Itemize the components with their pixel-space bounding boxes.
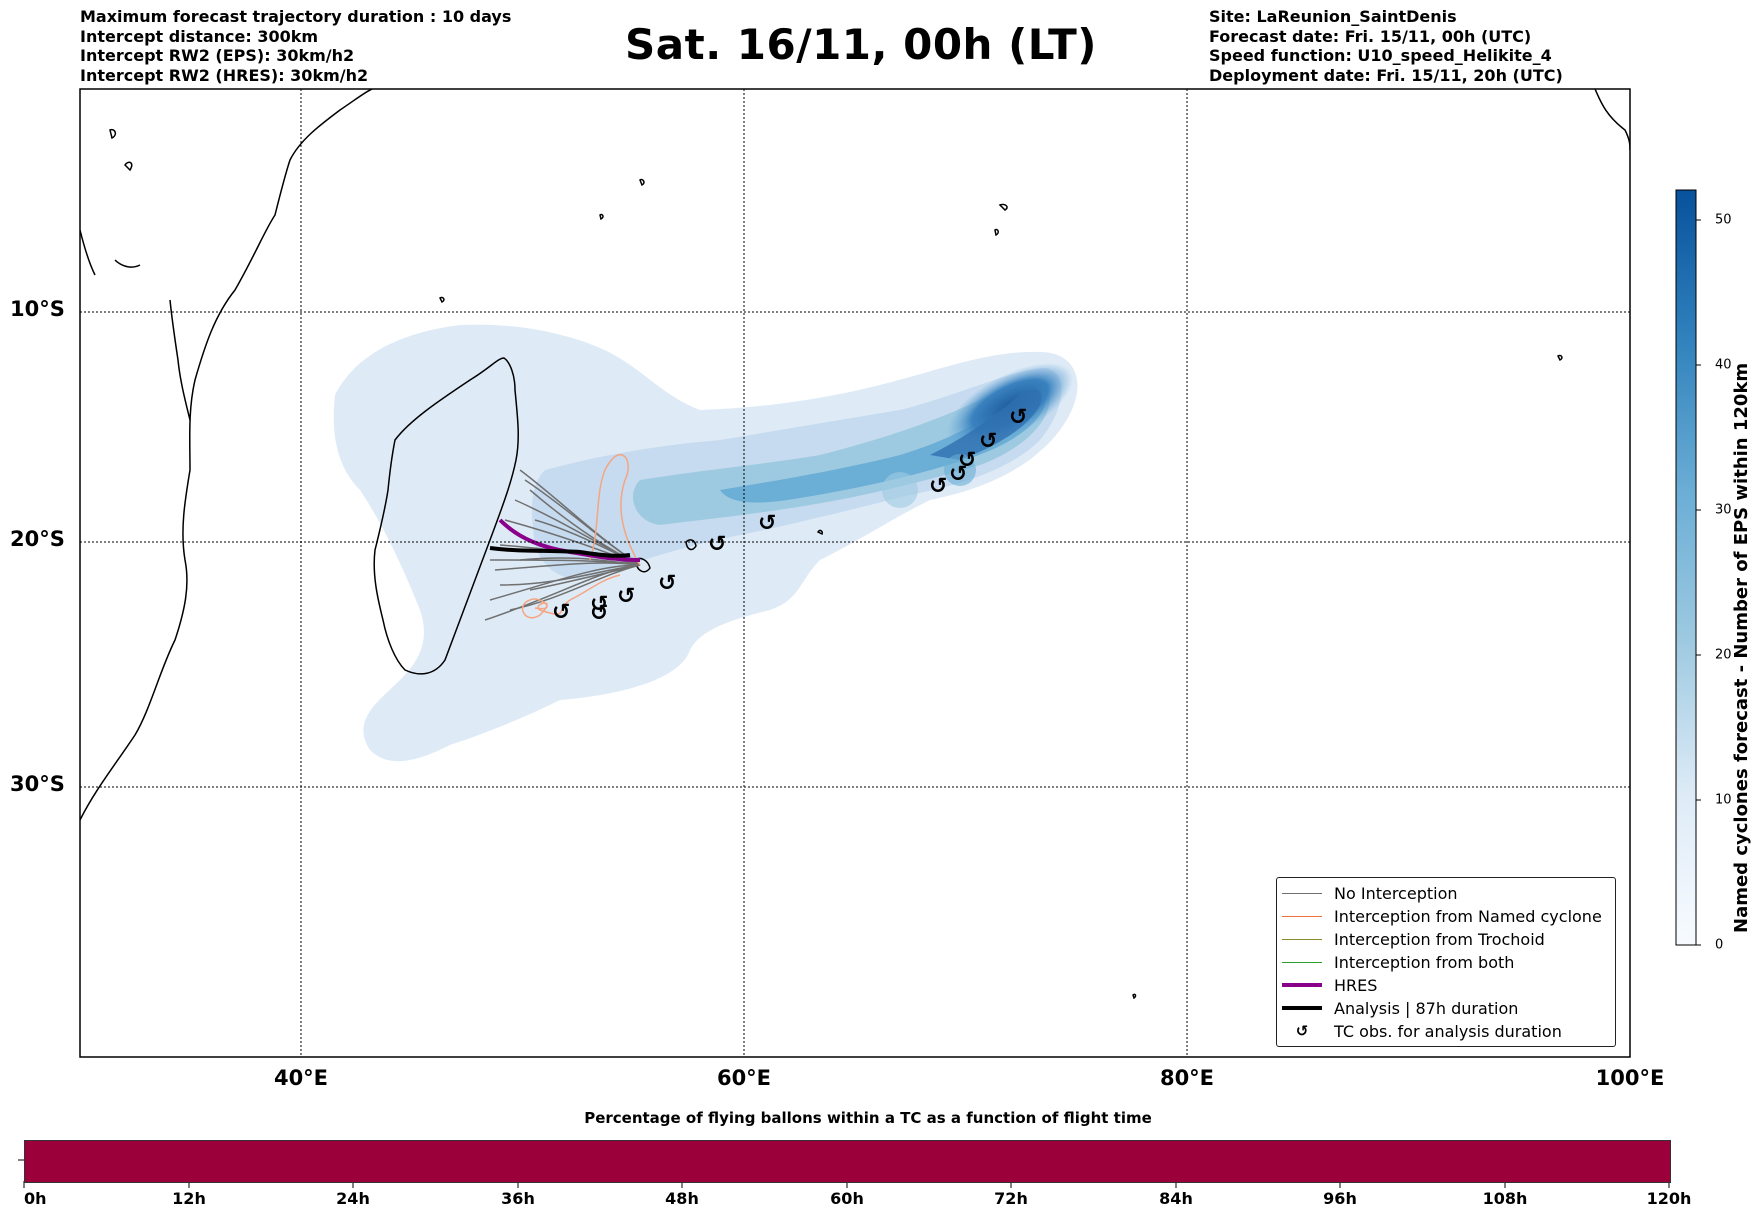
legend-item: Interception from Named cyclone [1277,905,1602,927]
lon-label: 100°E [1595,1066,1665,1090]
flight-time-label: 24h [336,1189,370,1208]
legend-label: Interception from both [1334,952,1515,972]
header-right-line: Forecast date: Fri. 15/11, 00h (UTC) [1209,26,1532,46]
tc-obs-marker: ↺ [708,532,726,557]
flight-time-label: 108h [1482,1189,1528,1208]
legend-item: Analysis | 87h duration [1277,997,1518,1019]
colorbar-title: Named cyclones forecast - Number of EPS … [1731,362,1752,933]
flight-time-label: 72h [994,1189,1028,1208]
colorbar-tick-label: 30 [1715,502,1732,518]
mauritius-island [685,539,697,551]
coastlines [80,89,1630,1000]
tc-obs-marker: ↺ [552,600,570,625]
tc-obs-marker: ↺ [590,592,608,617]
tc-observations: ↺ ↺ ↺ ↺ ↺ ↺ ↺ ↺ ↺ ↺ ↺ ↺ [552,405,1027,626]
tc-obs-marker: ↺ [758,511,776,536]
lat-label: 20°S [10,527,65,551]
flight-time-bar [24,1140,1671,1183]
eps-density-field [333,324,1078,762]
header-left-line: Intercept RW2 (HRES): 30km/h2 [80,65,369,85]
tc-obs-marker: ↺ [658,571,676,596]
header-left: Maximum forecast trajectory duration : 1… [80,7,511,85]
lon-label: 60°E [716,1066,772,1090]
lat-label: 10°S [10,297,65,321]
flight-time-bar-title: Percentage of flying ballons within a TC… [584,1109,1152,1127]
gridlines [80,89,1630,1057]
flight-time-label: 84h [1159,1189,1193,1208]
tc-obs-icon: ↺ [1295,1022,1309,1040]
flight-time-label: 60h [830,1189,864,1208]
header-left-line: Intercept RW2 (EPS): 30km/h2 [80,46,355,65]
flight-time-label: 120h [1646,1189,1692,1208]
tc-obs-marker: ↺ [1009,405,1027,430]
flight-time-label: 36h [501,1189,535,1208]
legend-label: TC obs. for analysis duration [1334,1021,1562,1041]
named-cyclone-trajectories [521,454,641,619]
colorbar-tick-label: 20 [1715,647,1732,663]
header-left-line: Intercept distance: 300km [80,26,319,46]
mozambique-channel-islands [169,299,191,421]
map-legend: No Interception Interception from Named … [1276,877,1616,1047]
tanzania-coast [80,229,141,276]
header-right: Site: LaReunion_SaintDenis Forecast date… [1209,7,1563,85]
ensemble-trajectories [484,469,641,621]
flight-time-label: 12h [172,1189,206,1208]
flight-time-label: 96h [1323,1189,1357,1208]
legend-label: HRES [1334,975,1378,995]
header-right-line: Speed function: U10_speed_Helikite_4 [1209,46,1552,65]
legend-item: Interception from Trochoid [1277,928,1545,950]
flight-time-label: 0h [24,1189,47,1208]
colorbar-ticks [1696,219,1701,946]
legend-label: Analysis | 87h duration [1334,998,1519,1018]
legend-item: No Interception [1277,882,1458,904]
tc-obs-marker: ↺ [949,462,967,487]
legend-label: Interception from Trochoid [1334,929,1545,949]
legend-item: Interception from both [1277,951,1514,973]
flight-time-label: 48h [665,1189,699,1208]
header-left-line: Maximum forecast trajectory duration : 1… [80,7,512,26]
colorbar-tick-label: 40 [1715,357,1732,373]
legend-label: Interception from Named cyclone [1334,906,1602,926]
tc-obs-marker: ↺ [979,429,997,454]
map-frame [79,88,1631,1058]
tc-obs-marker: ↺ [929,474,947,499]
legend-item: ↺ TC obs. for analysis duration [1277,1020,1562,1042]
legend-label: No Interception [1334,883,1458,903]
tc-obs-marker: ↺ [590,601,608,626]
map-title: Sat. 16/11, 00h (LT) [625,20,1097,69]
colorbar [1675,189,1697,946]
africa-coast [80,89,373,821]
lat-label: 30°S [10,772,65,796]
lon-label: 40°E [273,1066,329,1090]
colorbar-tick-label: 50 [1715,212,1732,228]
tc-obs-marker: ↺ [617,584,635,609]
legend-item: HRES [1277,974,1377,996]
lon-label: 80°E [1159,1066,1215,1090]
header-right-line: Deployment date: Fri. 15/11, 20h (UTC) [1209,65,1563,85]
colorbar-tick-label: 0 [1715,937,1724,953]
tc-obs-marker: ↺ [958,448,976,473]
analysis-trajectory [489,546,631,558]
colorbar-tick-label: 10 [1715,792,1732,808]
madagascar-coast [373,357,519,675]
header-right-line: Site: LaReunion_SaintDenis [1209,7,1457,26]
